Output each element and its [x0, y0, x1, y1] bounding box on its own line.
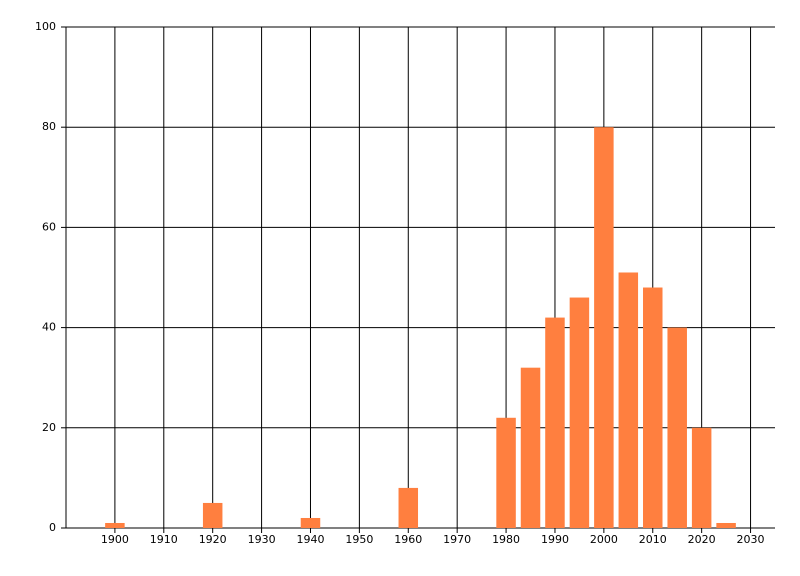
bar: [105, 522, 125, 528]
y-tick-label: 0: [49, 521, 56, 534]
x-tick-label: 1960: [394, 533, 422, 546]
bar: [496, 417, 516, 528]
x-tick-label: 2030: [737, 533, 765, 546]
bar: [618, 272, 639, 528]
y-tick-label: 100: [35, 20, 56, 33]
x-tick-label: 1910: [150, 533, 178, 546]
bar: [569, 297, 590, 528]
bar: [691, 427, 712, 528]
x-tick-label: 2000: [590, 533, 618, 546]
y-tick-label: 60: [42, 220, 56, 233]
x-tick-label: 2020: [688, 533, 716, 546]
bar: [716, 522, 736, 528]
x-tick-label: 1940: [296, 533, 324, 546]
y-tick-label: 40: [42, 321, 56, 334]
bar: [667, 327, 687, 528]
y-tick-label: 80: [42, 120, 56, 133]
x-tick-label: 1990: [541, 533, 569, 546]
x-tick-label: 1980: [492, 533, 520, 546]
x-tick-label: 2010: [639, 533, 667, 546]
x-tick-label: 1930: [248, 533, 276, 546]
bar: [300, 517, 321, 528]
bar: [643, 287, 663, 528]
bar: [594, 127, 614, 528]
bar: [398, 487, 419, 528]
x-tick-label: 1970: [443, 533, 471, 546]
x-tick-label: 1950: [345, 533, 373, 546]
x-tick-label: 1920: [199, 533, 227, 546]
bar: [545, 317, 565, 528]
bar: [202, 502, 223, 528]
bar: [520, 367, 541, 528]
y-tick-label: 20: [42, 421, 56, 434]
x-tick-label: 1900: [101, 533, 129, 546]
